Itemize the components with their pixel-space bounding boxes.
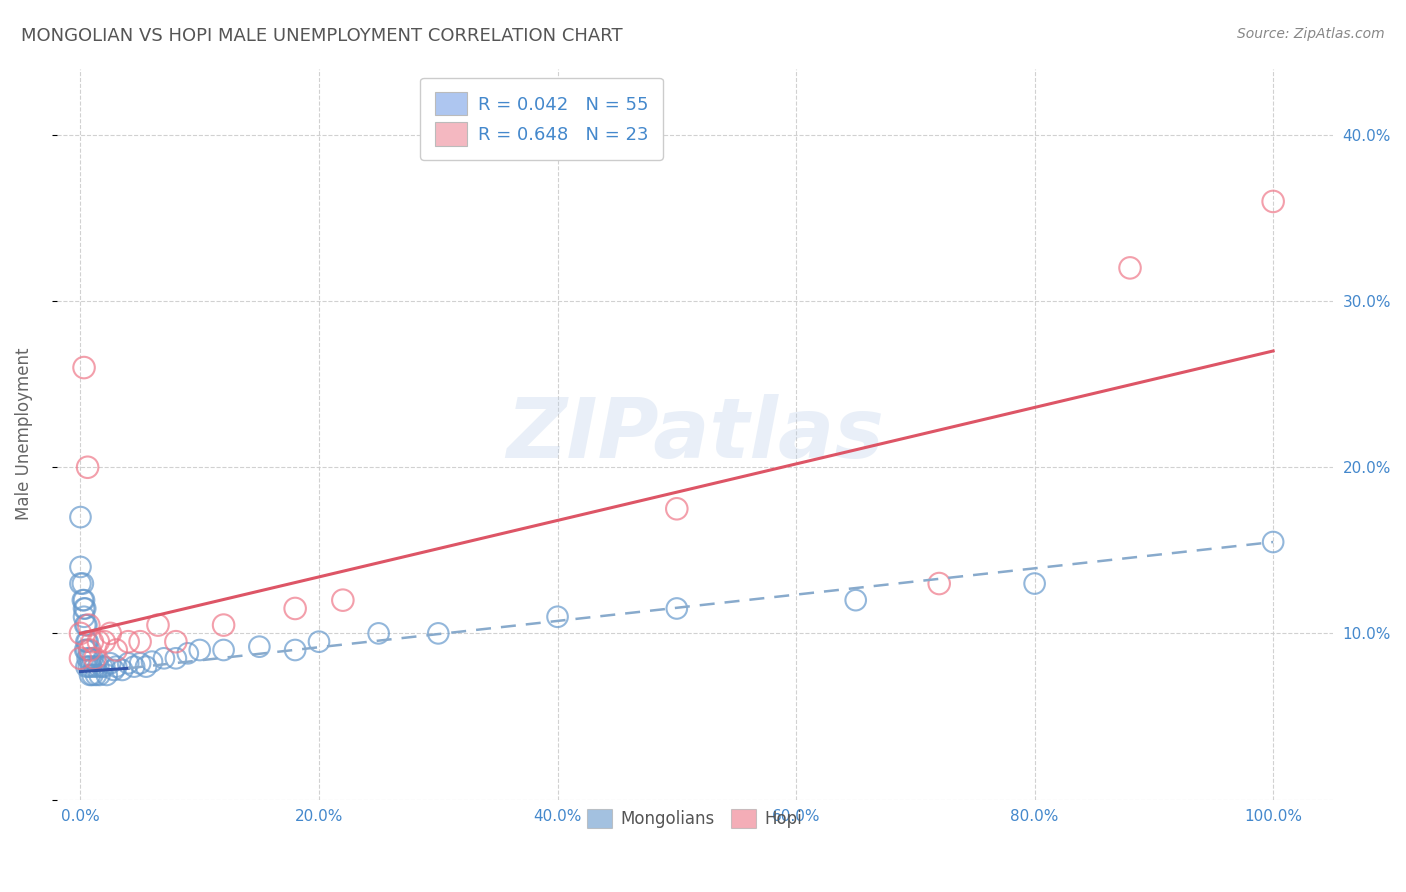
Point	[82, 634, 104, 648]
Point	[98, 626, 121, 640]
Point	[427, 626, 450, 640]
Point	[73, 593, 96, 607]
Point	[105, 659, 128, 673]
Point	[105, 643, 128, 657]
Point	[1024, 576, 1046, 591]
Point	[75, 643, 97, 657]
Point	[89, 668, 111, 682]
Point	[1263, 535, 1285, 549]
Point	[72, 576, 94, 591]
Point	[72, 593, 94, 607]
Point	[332, 593, 354, 607]
Point	[77, 659, 100, 673]
Point	[73, 601, 96, 615]
Point	[284, 643, 307, 657]
Point	[129, 657, 152, 671]
Point	[665, 601, 688, 615]
Point	[153, 651, 176, 665]
Point	[87, 659, 110, 673]
Point	[212, 618, 235, 632]
Point	[77, 618, 100, 632]
Point	[75, 659, 97, 673]
Point	[177, 646, 200, 660]
Point	[79, 651, 101, 665]
Point	[98, 657, 121, 671]
Point	[75, 618, 97, 632]
Point	[117, 657, 139, 671]
Point	[69, 651, 91, 665]
Point	[76, 460, 98, 475]
Point	[83, 659, 105, 673]
Point	[84, 668, 107, 682]
Point	[69, 510, 91, 524]
Point	[122, 659, 145, 673]
Point	[75, 643, 97, 657]
Point	[76, 634, 98, 648]
Point	[96, 668, 118, 682]
Point	[665, 501, 688, 516]
Text: MONGOLIAN VS HOPI MALE UNEMPLOYMENT CORRELATION CHART: MONGOLIAN VS HOPI MALE UNEMPLOYMENT CORR…	[21, 27, 623, 45]
Point	[547, 609, 569, 624]
Point	[103, 663, 125, 677]
Legend: Mongolians, Hopi: Mongolians, Hopi	[581, 803, 808, 835]
Point	[146, 618, 169, 632]
Point	[247, 640, 270, 654]
Point	[69, 560, 91, 574]
Point	[75, 618, 97, 632]
Point	[111, 663, 134, 677]
Point	[129, 634, 152, 648]
Point	[77, 643, 100, 657]
Text: ZIPatlas: ZIPatlas	[506, 393, 883, 475]
Point	[73, 360, 96, 375]
Point	[79, 668, 101, 682]
Point	[93, 659, 115, 673]
Point	[117, 634, 139, 648]
Point	[367, 626, 389, 640]
Point	[845, 593, 868, 607]
Point	[87, 634, 110, 648]
Point	[1263, 194, 1285, 209]
Point	[1119, 260, 1142, 275]
Point	[82, 651, 104, 665]
Y-axis label: Male Unemployment: Male Unemployment	[15, 348, 32, 520]
Point	[79, 643, 101, 657]
Point	[165, 651, 187, 665]
Point	[188, 643, 211, 657]
Point	[135, 659, 157, 673]
Point	[69, 576, 91, 591]
Text: Source: ZipAtlas.com: Source: ZipAtlas.com	[1237, 27, 1385, 41]
Point	[75, 634, 97, 648]
Point	[141, 655, 163, 669]
Point	[90, 659, 112, 673]
Point	[69, 626, 91, 640]
Point	[73, 609, 96, 624]
Point	[165, 634, 187, 648]
Point	[83, 651, 105, 665]
Point	[80, 659, 103, 673]
Point	[928, 576, 950, 591]
Point	[82, 668, 104, 682]
Point	[75, 601, 97, 615]
Point	[212, 643, 235, 657]
Point	[93, 634, 115, 648]
Point	[76, 651, 98, 665]
Point	[284, 601, 307, 615]
Point	[308, 634, 330, 648]
